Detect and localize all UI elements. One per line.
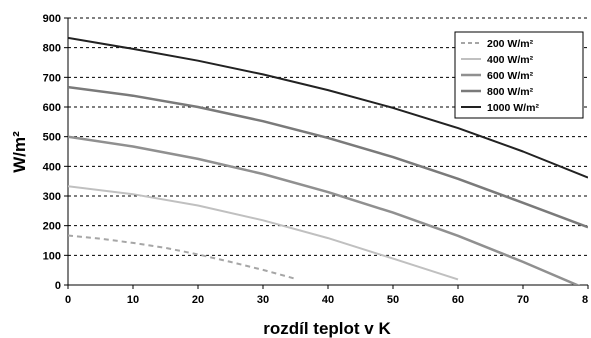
- series-line-4: [68, 85, 588, 229]
- legend-label-1: 200 W/m²: [487, 38, 534, 50]
- series-group: [68, 36, 588, 285]
- y-axis-title: W/m²: [10, 131, 29, 173]
- series-line-2: [68, 185, 459, 281]
- y-tick-label-0: 0: [55, 280, 61, 292]
- y-tick-labels: 0 100 200 300 400 500 600 700 800 900: [43, 13, 61, 292]
- axes: [64, 17, 589, 289]
- y-tick-label-700: 700: [43, 72, 61, 84]
- y-tick-label-500: 500: [43, 132, 61, 144]
- legend-label-2: 400 W/m²: [487, 54, 534, 66]
- legend-label-5: 1000 W/m²: [487, 102, 539, 114]
- series-line-3: [68, 135, 581, 285]
- legend-label-4: 800 W/m²: [487, 86, 534, 98]
- y-tick-label-300: 300: [43, 191, 61, 203]
- x-tick-label-80: 8: [582, 294, 588, 306]
- x-tick-label-60: 60: [452, 294, 464, 306]
- x-tick-label-30: 30: [257, 294, 269, 306]
- y-tick-label-100: 100: [43, 250, 61, 262]
- x-tick-label-40: 40: [322, 294, 334, 306]
- x-tick-label-70: 70: [517, 294, 529, 306]
- y-tick-label-800: 800: [43, 43, 61, 55]
- y-tick-label-600: 600: [43, 102, 61, 114]
- x-tick-label-0: 0: [65, 294, 71, 306]
- y-tick-label-200: 200: [43, 221, 61, 233]
- x-tick-label-20: 20: [192, 294, 204, 306]
- y-tick-label-400: 400: [43, 161, 61, 173]
- series-line-1: [68, 234, 296, 280]
- series-line-5: [68, 36, 588, 179]
- x-tick-label-50: 50: [387, 294, 399, 306]
- legend: 200 W/m² 400 W/m² 600 W/m² 800 W/m² 1000 W/m…: [454, 31, 584, 119]
- x-tick-labels: 0 10 20 30 40 50 60 70 8: [65, 294, 588, 306]
- x-axis-title: rozdíl teplot v K: [263, 319, 391, 338]
- legend-label-3: 600 W/m²: [487, 70, 534, 82]
- legend-box: [454, 31, 584, 119]
- x-tick-label-10: 10: [127, 294, 139, 306]
- y-tick-label-900: 900: [43, 13, 61, 25]
